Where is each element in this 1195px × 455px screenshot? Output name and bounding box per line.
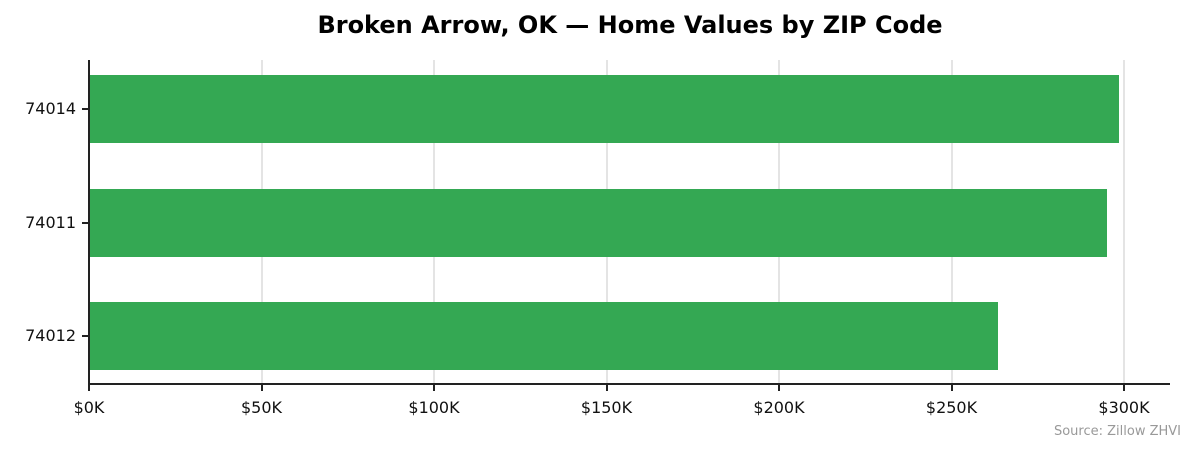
- y-axis-line: [88, 60, 90, 385]
- x-tick-label: $0K: [73, 398, 105, 417]
- y-tick-label: 74012: [25, 326, 76, 345]
- x-tick-mark: [950, 385, 953, 391]
- bar-74011: [89, 189, 1108, 257]
- y-tick-mark: [82, 335, 88, 337]
- bar-74012: [89, 302, 999, 370]
- gridline: [1123, 60, 1125, 383]
- x-tick-mark: [605, 385, 608, 391]
- x-tick-mark: [778, 385, 780, 391]
- x-tick-label: $150K: [580, 398, 633, 417]
- bar-74014: [89, 75, 1120, 143]
- x-tick-mark: [260, 385, 263, 391]
- x-tick-label: $200K: [753, 398, 805, 417]
- y-tick-label: 74011: [25, 213, 76, 232]
- x-tick-label: $300K: [1098, 398, 1150, 417]
- y-tick-mark: [82, 108, 88, 110]
- x-tick-label: $100K: [408, 398, 460, 417]
- y-tick-label: 74014: [25, 99, 76, 118]
- x-tick-mark: [88, 385, 90, 391]
- y-tick-mark: [82, 222, 88, 224]
- x-tick-mark: [433, 385, 435, 391]
- x-tick-mark: [1123, 385, 1125, 391]
- x-tick-label: $50K: [240, 398, 283, 417]
- x-tick-label: $250K: [925, 398, 978, 417]
- chart-title: Broken Arrow, OK — Home Values by ZIP Co…: [317, 11, 943, 39]
- source-note: Source: Zillow ZHVI: [1053, 424, 1181, 439]
- x-axis-line: [88, 383, 1170, 385]
